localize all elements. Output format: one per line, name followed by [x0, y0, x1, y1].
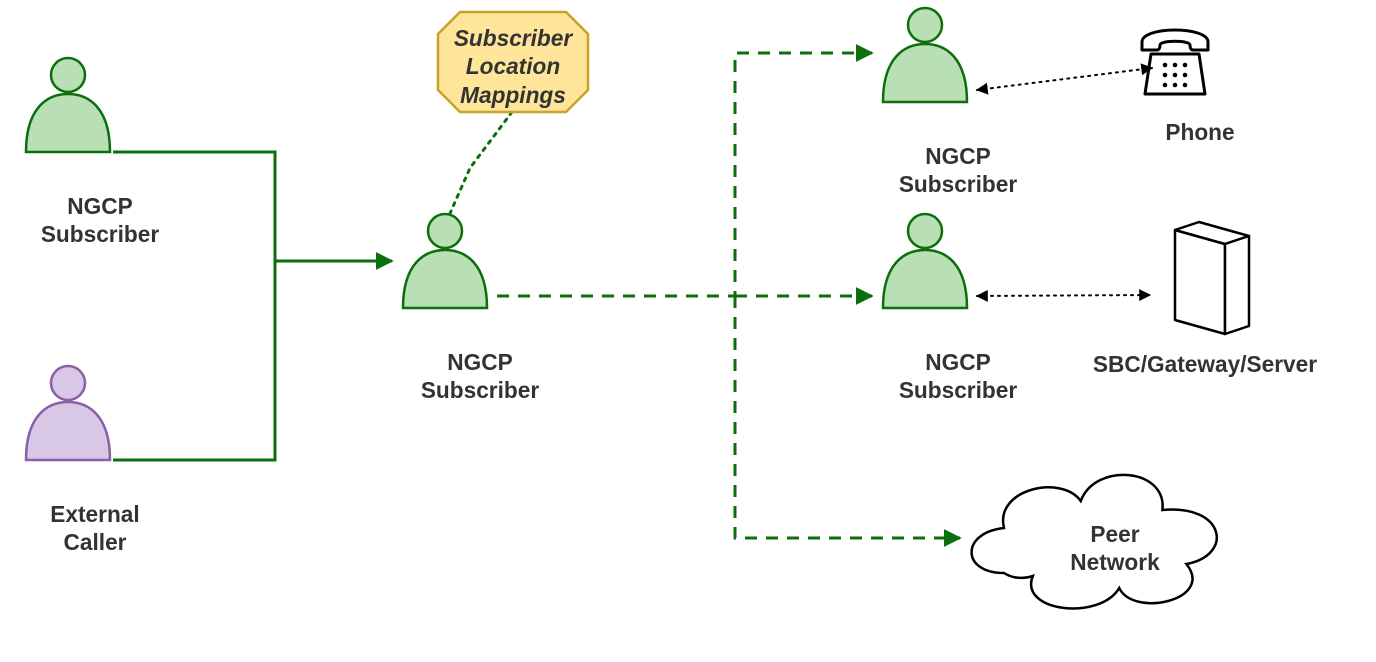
label-right-sub-top: NGCP Subscriber [888, 142, 1028, 199]
label-right-sub-mid: NGCP Subscriber [888, 348, 1028, 405]
edge-top-sub-to-phone [977, 68, 1152, 90]
edge-center-to-cloud [735, 296, 960, 538]
label-center-sub: NGCP Subscriber [410, 348, 550, 405]
label-caller-green: NGCP Subscriber [30, 192, 170, 249]
label-phone: Phone [1140, 118, 1260, 146]
label-server: SBC/Gateway/Server [1080, 350, 1330, 378]
person-icon [403, 214, 487, 308]
edge-hex-to-center [448, 112, 512, 218]
phone-icon [1142, 30, 1208, 94]
person-icon [883, 8, 967, 102]
person-icon [883, 214, 967, 308]
edge-bot-left-to-center [113, 261, 392, 460]
server-icon [1175, 222, 1249, 334]
edge-mid-sub-to-server [977, 295, 1150, 296]
label-caller-purple: External Caller [30, 500, 160, 557]
label-hex: Subscriber Location Mappings [438, 24, 588, 109]
label-cloud: Peer Network [1030, 520, 1200, 577]
person-icon [26, 366, 110, 460]
person-icon [26, 58, 110, 152]
